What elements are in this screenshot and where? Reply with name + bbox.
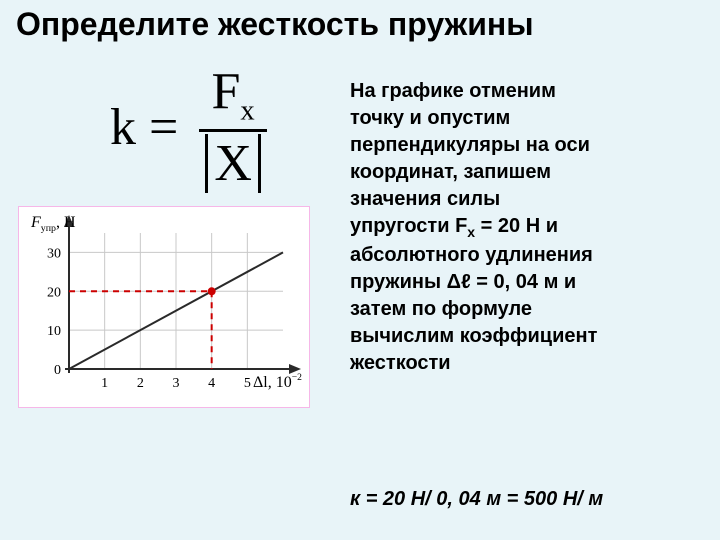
desc-l5b: = 20 Н и xyxy=(475,215,558,237)
desc-l4: значения силы xyxy=(350,188,500,210)
formula-k: k = xyxy=(110,98,178,157)
desc-l0: На графике отменим xyxy=(350,80,556,102)
formula-abs: X xyxy=(205,134,261,193)
title-text: Определите жесткость пружины xyxy=(16,6,534,42)
svg-text:10: 10 xyxy=(47,324,61,339)
svg-text:3: 3 xyxy=(173,376,180,391)
formula-F: F xyxy=(212,63,241,120)
desc-l3: координат, запишем xyxy=(350,161,551,183)
answer-text: к = 20 Н/ 0, 04 м = 500 Н/ м xyxy=(350,488,603,510)
svg-text:5: 5 xyxy=(244,376,251,391)
svg-text:4: 4 xyxy=(208,376,215,391)
svg-text:2: 2 xyxy=(137,376,144,391)
page-title: Определите жесткость пружины xyxy=(16,6,708,43)
formula-F-sub: х xyxy=(240,95,254,126)
chart-svg: 123450102030Fупр, НΔl, 10−2 xyxy=(19,207,309,407)
svg-text:30: 30 xyxy=(47,246,61,261)
svg-text:0: 0 xyxy=(54,363,61,378)
desc-l6: абсолютного удлинения xyxy=(350,244,593,266)
formula-block: k = Fх X xyxy=(110,62,267,193)
chart-container: 123450102030Fупр, НΔl, 10−2 xyxy=(18,206,310,408)
desc-l2: перпендикуляры на оси xyxy=(350,134,590,156)
page-root: Определите жесткость пружины k = Fх X На… xyxy=(0,0,720,540)
desc-l8: затем по формуле xyxy=(350,298,532,320)
svg-text:Δl, 10−2: Δl, 10−2 xyxy=(253,372,302,391)
formula-X: X xyxy=(214,135,252,192)
answer-line: к = 20 Н/ 0, 04 м = 500 Н/ м xyxy=(350,488,710,511)
desc-l7: пружины Δℓ = 0, 04 м и xyxy=(350,271,576,293)
desc-l5a: упругости F xyxy=(350,215,467,237)
desc-l10: жесткости xyxy=(350,352,451,374)
formula-denominator: X xyxy=(199,132,267,193)
desc-l1: точку и опустим xyxy=(350,107,510,129)
formula-numerator: Fх xyxy=(199,62,267,132)
formula-fraction: Fх X xyxy=(199,62,267,193)
desc-l9: вычислим коэффициент xyxy=(350,325,597,347)
description-block: На графике отменим точку и опустим перпе… xyxy=(350,78,702,377)
svg-text:20: 20 xyxy=(47,285,61,300)
svg-text:1: 1 xyxy=(101,376,108,391)
desc-F-sub: х xyxy=(467,224,475,240)
